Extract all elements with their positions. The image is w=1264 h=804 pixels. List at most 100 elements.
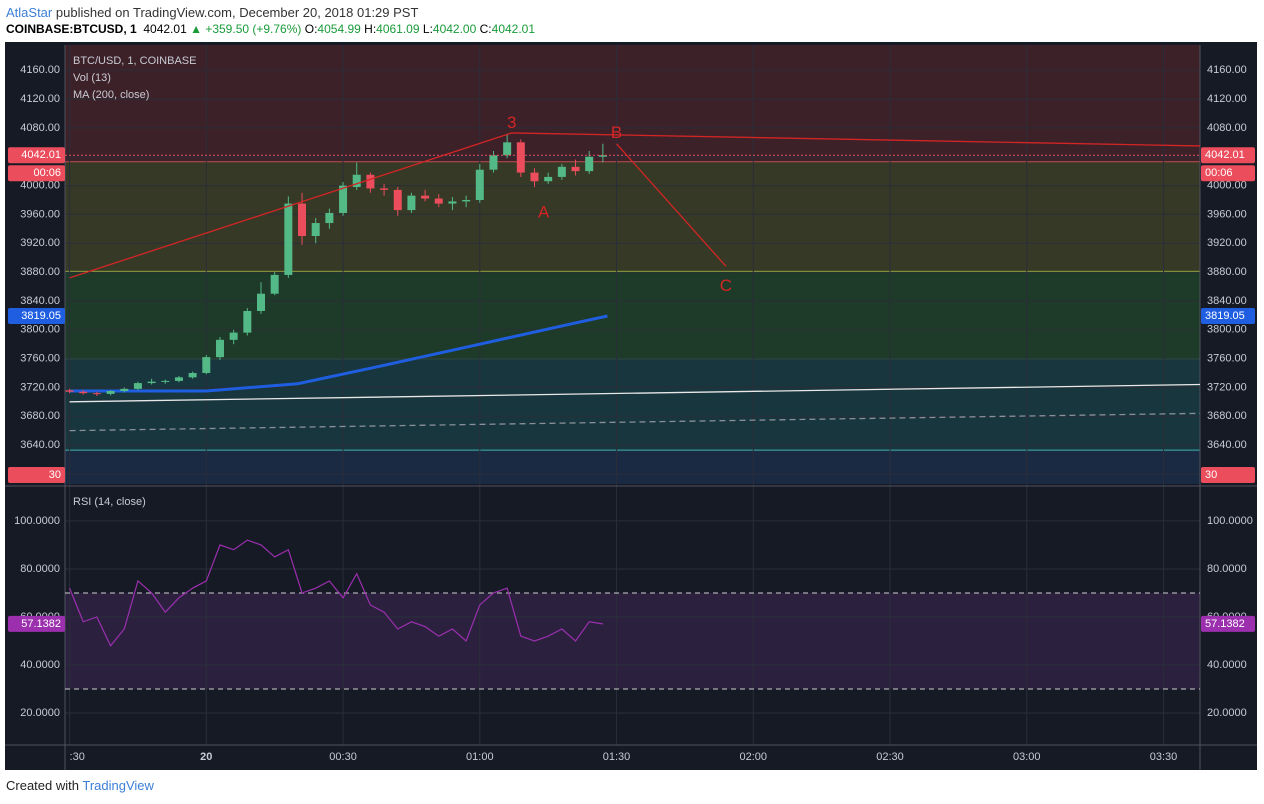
y-tick-label: 3920.00 <box>20 237 60 249</box>
published: published on TradingView.com, December 2… <box>55 5 419 20</box>
l-label: L: <box>422 22 433 36</box>
candle-body <box>120 388 129 392</box>
candle-body <box>462 199 471 202</box>
chart-frame <box>5 42 1257 770</box>
y-tick-label: 3880.00 <box>20 266 60 278</box>
y-tick-label: 4120.00 <box>1207 93 1247 105</box>
price-tag-text: 30 <box>1205 469 1217 481</box>
y-tick-label: 4080.00 <box>20 122 60 134</box>
y-tick-label: 3960.00 <box>1207 208 1247 220</box>
zone <box>65 45 1200 162</box>
y-tick-label: 40.0000 <box>20 659 60 671</box>
legend-entry: Vol (13) <box>73 72 111 84</box>
candle-body <box>284 203 293 275</box>
l-value: 4042.00 <box>432 22 477 36</box>
price-tag-text: 4042.01 <box>21 149 61 161</box>
o-label: O: <box>304 22 318 36</box>
y-tick-label: 20.0000 <box>20 707 60 719</box>
c-value: 4042.01 <box>491 22 536 36</box>
wave-line <box>616 143 727 267</box>
x-tick-label: 03:30 <box>1150 751 1178 763</box>
x-tick-label: :30 <box>70 751 85 763</box>
h-value: 4061.09 <box>376 22 420 36</box>
candle-body <box>544 176 553 182</box>
price-tag <box>8 467 65 483</box>
zone <box>65 161 1200 272</box>
y-tick-label: 3800.00 <box>1207 324 1247 336</box>
zone <box>65 271 1200 359</box>
symbol: COINBASE:BTCUSD, 1 <box>6 22 137 36</box>
x-tick-label: 02:00 <box>740 751 768 763</box>
wave-label: B <box>611 123 622 142</box>
candle-body <box>475 169 484 200</box>
footer: Created with TradingView <box>6 778 154 793</box>
candle-body <box>65 390 74 392</box>
price-tag-text: 57.1382 <box>1205 618 1245 630</box>
price-tag <box>8 165 65 182</box>
candle-body <box>448 201 457 204</box>
candle-body <box>598 155 607 157</box>
candle-body <box>92 393 101 395</box>
wave-label: 3 <box>507 113 516 132</box>
footer-brand[interactable]: TradingView <box>82 778 154 793</box>
candle-body <box>257 293 266 311</box>
candle-body <box>530 172 539 182</box>
author[interactable]: AtlaStar <box>6 5 53 20</box>
c-label: C: <box>479 22 492 36</box>
price-tag <box>8 308 65 325</box>
y-tick-label: 3720.00 <box>1207 381 1247 393</box>
price-tag <box>8 615 65 632</box>
y-tick-label: 3680.00 <box>1207 410 1247 422</box>
candle-body <box>393 189 402 211</box>
x-tick-label: 00:30 <box>329 751 357 763</box>
candle-body <box>174 377 183 381</box>
trend-line <box>69 383 1201 403</box>
candle-body <box>434 198 443 204</box>
y-tick-label: 3840.00 <box>20 295 60 307</box>
y-tick-label: 80.0000 <box>1207 563 1247 575</box>
x-tick-label: 01:00 <box>466 751 494 763</box>
price-tag-text: 4042.01 <box>1205 149 1245 161</box>
zone <box>65 450 1200 484</box>
y-tick-label: 40.0000 <box>1207 659 1247 671</box>
y-tick-label: 3960.00 <box>20 208 60 220</box>
candle-body <box>516 142 525 173</box>
y-tick-label: 100.0000 <box>14 515 60 527</box>
candle-body <box>202 357 211 373</box>
h-label: H: <box>364 22 377 36</box>
wave-line <box>69 132 1201 279</box>
candle-body <box>188 372 197 378</box>
price-tag-text: 30 <box>49 469 61 481</box>
candle-body <box>270 274 279 294</box>
symbol-line: COINBASE:BTCUSD, 1 4042.01 ▲ +359.50 (+9… <box>6 22 535 36</box>
price-tag-text: 00:06 <box>33 167 61 179</box>
candle-body <box>147 381 156 384</box>
y-tick-label: 3640.00 <box>20 439 60 451</box>
y-tick-label: 3640.00 <box>1207 439 1247 451</box>
up-arrow: ▲ <box>190 22 202 36</box>
price-tag-text: 3819.05 <box>1205 310 1245 322</box>
y-tick-label: 3760.00 <box>1207 352 1247 364</box>
candle-body <box>366 174 375 189</box>
y-tick-label: 100.0000 <box>1207 515 1253 527</box>
candle-body <box>79 391 88 394</box>
candle-body <box>421 195 430 199</box>
x-tick-label: 03:00 <box>1013 751 1041 763</box>
candle-body <box>325 212 334 224</box>
y-tick-label: 3840.00 <box>1207 295 1247 307</box>
x-tick-label: 02:30 <box>876 751 904 763</box>
y-tick-label: 4120.00 <box>20 93 60 105</box>
candle-body <box>133 383 142 389</box>
pane-title: RSI (14, close) <box>73 496 146 508</box>
candle-body <box>557 166 566 177</box>
publish-line: AtlaStar published on TradingView.com, D… <box>6 5 418 20</box>
price-tag <box>8 147 65 164</box>
price-tag <box>1201 147 1255 164</box>
y-tick-label: 4160.00 <box>1207 64 1247 76</box>
footer-prefix: Created with <box>6 778 79 793</box>
price-tag <box>1201 615 1255 632</box>
zone <box>65 358 1200 451</box>
price-tag <box>1201 165 1255 182</box>
